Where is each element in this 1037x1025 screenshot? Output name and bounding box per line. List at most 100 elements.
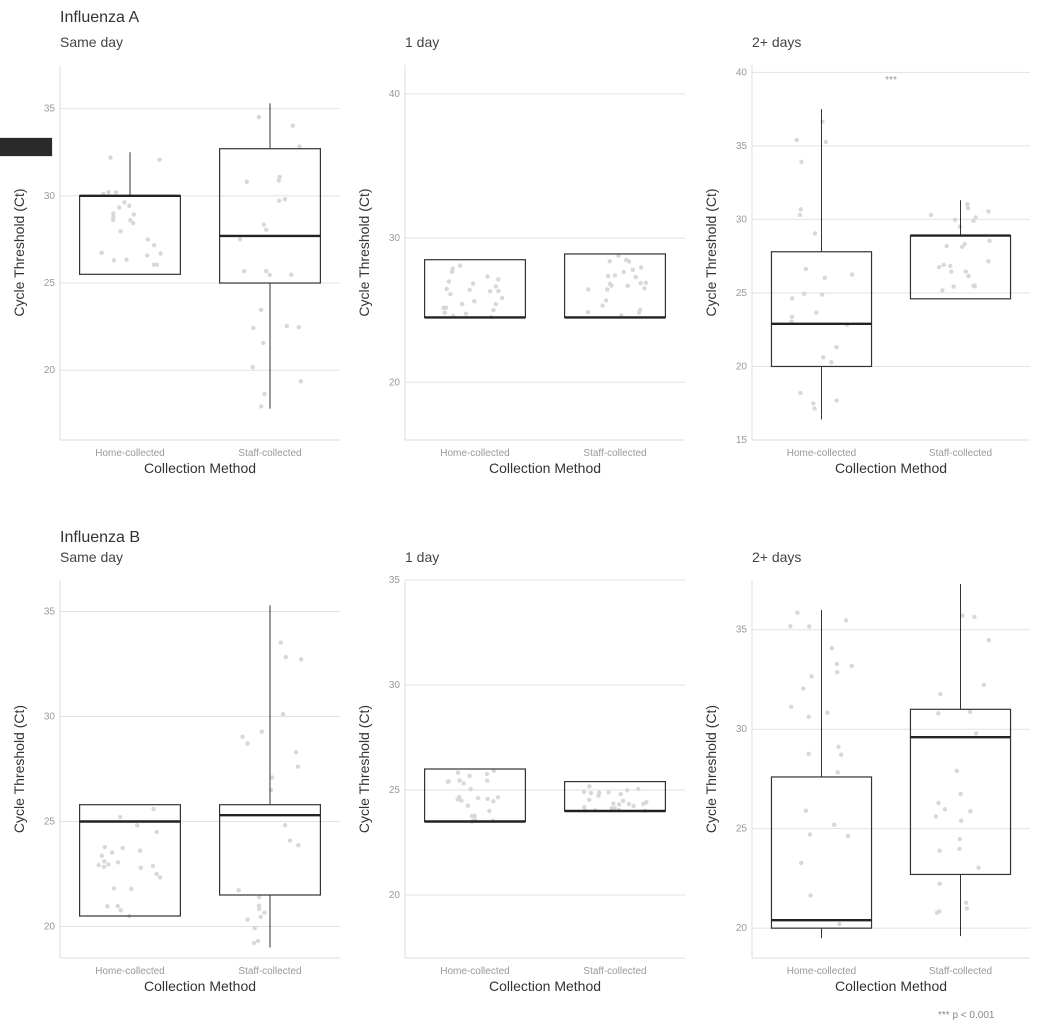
jitter-point	[941, 262, 946, 268]
jitter-point	[799, 159, 804, 164]
jitter-point	[106, 190, 111, 195]
jitter-point	[803, 808, 809, 813]
jitter-point	[134, 823, 140, 828]
jitter-point	[284, 323, 289, 329]
box	[219, 804, 322, 896]
x-tick-label: Staff-collected	[238, 448, 301, 459]
jitter-point	[109, 850, 115, 855]
jitter-point	[585, 309, 591, 315]
jitter-point	[151, 242, 157, 248]
jitter-point	[801, 686, 806, 691]
box	[563, 253, 666, 319]
x-tick-label: Staff-collected	[583, 448, 646, 459]
jitter-point	[245, 741, 250, 746]
jitter-point	[986, 258, 991, 264]
panel-3: 2+ days 15 20 25 30 35 40 Home-collected Staff-c…	[703, 34, 1030, 476]
box	[424, 768, 527, 823]
x-axis-label: Collection Method	[144, 978, 256, 994]
jitter-point	[843, 618, 849, 623]
jitter-point	[936, 265, 942, 270]
jitter-point	[986, 209, 991, 214]
jitter-point	[616, 253, 621, 258]
jitter-point	[957, 846, 962, 852]
jitter-point	[814, 310, 819, 315]
y-tick-label: 25	[736, 824, 748, 835]
jitter-point	[611, 801, 616, 806]
jitter-point	[131, 212, 137, 217]
jitter-point	[130, 220, 136, 226]
jitter-point	[789, 314, 795, 320]
jitter-point	[971, 218, 976, 224]
jitter-point	[806, 751, 811, 757]
jitter-point	[638, 265, 644, 270]
y-tick-label: 25	[389, 785, 401, 796]
panel-2: 1 day 20 30 40 Home-collected Staff-collected…	[356, 34, 685, 476]
y-tick-label: 20	[44, 365, 56, 376]
panel-title: 2+ days	[752, 34, 801, 50]
jitter-point	[971, 283, 976, 289]
jitter-point	[798, 860, 804, 866]
jitter-point	[836, 744, 841, 749]
jitter-point	[976, 865, 981, 870]
y-tick-label: 30	[736, 724, 748, 735]
jitter-point	[794, 137, 799, 143]
jitter-point	[256, 114, 262, 120]
jitter-point	[467, 773, 472, 779]
panel-5: 1 day 20 25 30 35 Home-collected Staff-collect…	[356, 549, 685, 994]
jitter-point	[637, 307, 643, 312]
jitter-point	[261, 222, 267, 227]
jitter-point	[277, 174, 282, 180]
jitter-point	[282, 197, 288, 202]
jitter-point	[609, 283, 614, 288]
jitter-point	[449, 269, 455, 274]
jitter-point	[809, 674, 814, 679]
y-axis-label: Cycle Threshold (Ct)	[703, 705, 719, 833]
y-tick-label: 25	[44, 278, 56, 289]
panel-title: 2+ days	[752, 549, 801, 565]
jitter-point	[154, 871, 159, 877]
jitter-point	[485, 796, 490, 802]
jitter-point	[616, 802, 622, 807]
box	[770, 251, 873, 368]
jitter-point	[459, 798, 464, 803]
jitter-point	[150, 863, 156, 869]
jitter-point	[937, 848, 942, 853]
box	[219, 148, 322, 284]
y-tick-label: 40	[736, 67, 748, 78]
jitter-point	[642, 286, 647, 291]
jitter-point	[801, 291, 807, 296]
jitter-point	[120, 845, 125, 851]
jitter-point	[822, 275, 828, 281]
jitter-point	[293, 750, 299, 755]
jitter-point	[455, 797, 460, 802]
y-tick-label: 25	[736, 288, 748, 299]
jitter-point	[491, 768, 497, 773]
jitter-point	[258, 307, 264, 313]
jitter-point	[158, 251, 163, 256]
jitter-point	[798, 390, 803, 396]
jitter-point	[630, 267, 635, 272]
panel-title: Same day	[60, 34, 123, 50]
jitter-point	[252, 925, 257, 931]
jitter-point	[958, 818, 964, 823]
jitter-point	[825, 710, 830, 715]
box	[78, 804, 182, 917]
y-tick-label: 25	[44, 817, 56, 828]
jitter-point	[807, 624, 812, 629]
jitter-point	[138, 865, 143, 871]
jitter-point	[803, 266, 809, 272]
x-axis-label: Collection Method	[489, 460, 601, 476]
jitter-point	[981, 682, 986, 688]
jitter-point	[250, 364, 255, 370]
jitter-point	[962, 241, 967, 247]
y-tick-label: 30	[736, 214, 748, 225]
jitter-point	[965, 201, 970, 207]
x-axis-label: Collection Method	[144, 460, 256, 476]
jitter-point	[967, 709, 973, 715]
manuscript-watermark: Manuscript	[0, 0, 55, 1012]
x-tick-label: Home-collected	[787, 966, 856, 977]
jitter-point	[115, 860, 121, 865]
jitter-point	[958, 791, 963, 797]
jitter-point	[496, 288, 501, 294]
jitter-point	[626, 801, 632, 807]
